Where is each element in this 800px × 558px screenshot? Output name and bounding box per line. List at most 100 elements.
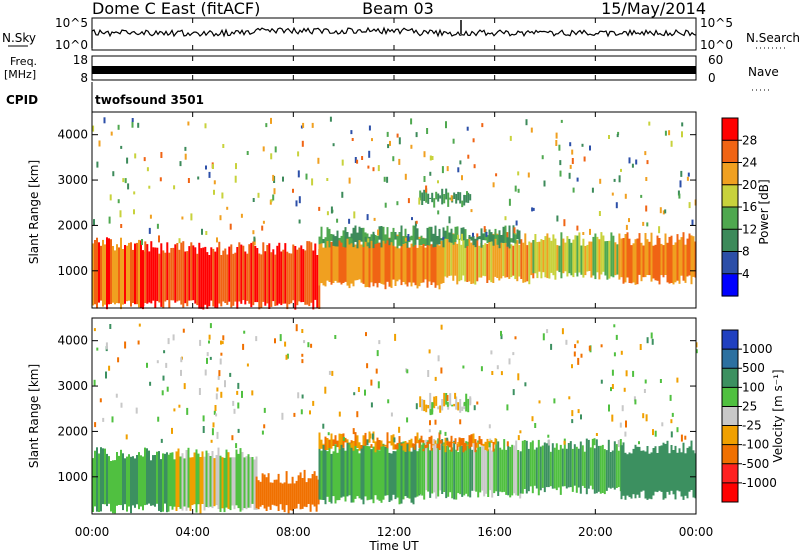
heatmap-speckle bbox=[472, 138, 475, 143]
heatmap-speckle bbox=[625, 370, 628, 377]
heatmap-cell bbox=[573, 444, 576, 486]
heatmap-cell bbox=[199, 457, 202, 514]
heatmap-cell bbox=[295, 480, 298, 509]
heatmap-cell bbox=[584, 245, 587, 276]
heatmap-cell bbox=[502, 226, 505, 243]
heatmap-cell bbox=[650, 452, 653, 500]
heatmap-speckle bbox=[236, 390, 239, 395]
heatmap-speckle bbox=[212, 422, 215, 428]
heatmap-cell bbox=[620, 445, 623, 500]
heatmap-speckle bbox=[461, 233, 463, 241]
heatmap-cell bbox=[571, 448, 574, 492]
heatmap-cell bbox=[542, 240, 545, 273]
heatmap-cell bbox=[324, 237, 327, 248]
heatmap-cell bbox=[332, 439, 335, 446]
heatmap-speckle bbox=[600, 379, 603, 384]
heatmap-cell bbox=[410, 235, 413, 241]
heatmap-cell bbox=[346, 439, 349, 443]
heatmap-cell bbox=[264, 251, 267, 306]
heatmap-cell bbox=[439, 444, 442, 491]
heatmap-speckle bbox=[495, 173, 498, 177]
colorbar-segment bbox=[722, 406, 738, 426]
heatmap-cell bbox=[419, 190, 422, 201]
heatmap-cell bbox=[334, 444, 337, 504]
heatmap-speckle bbox=[650, 332, 653, 339]
heatmap-speckle bbox=[350, 130, 353, 135]
heatmap-cell bbox=[277, 473, 280, 511]
heatmap-speckle bbox=[103, 117, 106, 124]
heatmap-cell bbox=[418, 239, 421, 246]
heatmap-speckle bbox=[179, 161, 182, 167]
heatmap-cell bbox=[370, 449, 373, 500]
heatmap-cell bbox=[298, 247, 301, 302]
heatmap-cell bbox=[234, 252, 237, 302]
heatmap-cell bbox=[318, 236, 321, 245]
heatmap-cell bbox=[594, 233, 597, 280]
heatmap-cell bbox=[315, 475, 318, 512]
heatmap-speckle bbox=[595, 433, 598, 436]
heatmap-cell bbox=[521, 440, 524, 494]
colorbar-tick-label: -500 bbox=[742, 457, 769, 471]
heatmap-cell bbox=[615, 444, 618, 488]
heatmap-speckle bbox=[457, 442, 460, 446]
heatmap-cell bbox=[374, 444, 377, 496]
heatmap-cell bbox=[404, 441, 407, 452]
velocity-colorbar: 1000 500 100 25 -25 -100 -500 -1000 bbox=[721, 329, 777, 503]
heatmap-cell bbox=[384, 446, 387, 496]
heatmap-cell bbox=[148, 251, 151, 303]
heatmap-speckle bbox=[368, 150, 371, 158]
heatmap-cell bbox=[468, 435, 471, 449]
heatmap-cell bbox=[429, 450, 432, 498]
heatmap-cell bbox=[654, 244, 657, 281]
heatmap-speckle bbox=[534, 423, 537, 428]
heatmap-speckle bbox=[300, 409, 303, 415]
heatmap-speckle bbox=[615, 202, 618, 209]
heatmap-cell bbox=[412, 225, 415, 247]
heatmap-cell bbox=[640, 450, 643, 492]
heatmap-cell bbox=[201, 451, 204, 504]
heatmap-speckle bbox=[680, 434, 683, 442]
heatmap-cell bbox=[666, 440, 669, 492]
colorbar-frame bbox=[721, 329, 739, 503]
heatmap-cell bbox=[666, 242, 669, 283]
heatmap-cell bbox=[658, 446, 661, 491]
heatmap-cell bbox=[562, 238, 565, 274]
heatmap-speckle bbox=[303, 340, 306, 344]
heatmap-speckle bbox=[588, 345, 591, 351]
heatmap-speckle bbox=[517, 435, 520, 441]
heatmap-cell bbox=[185, 450, 188, 511]
heatmap-speckle bbox=[514, 185, 517, 192]
colorbar-segment bbox=[722, 368, 738, 388]
heatmap-speckle bbox=[538, 400, 541, 404]
heatmap-speckle bbox=[645, 177, 648, 181]
heatmap-speckle bbox=[220, 391, 223, 398]
heatmap-speckle bbox=[628, 157, 631, 164]
heatmap-speckle bbox=[143, 157, 146, 162]
heatmap-cell bbox=[595, 439, 598, 494]
heatmap-cell bbox=[330, 234, 333, 241]
heatmap-cell bbox=[324, 436, 327, 451]
heatmap-cell bbox=[466, 239, 469, 247]
velocity-y-axis-label: Slant Range [km] bbox=[27, 364, 41, 468]
heatmap-cell bbox=[344, 437, 347, 443]
heatmap-cell bbox=[425, 439, 428, 491]
heatmap-cell bbox=[213, 458, 216, 507]
heatmap-cell bbox=[376, 437, 379, 450]
heatmap-cell bbox=[366, 446, 369, 501]
heatmap-cell bbox=[140, 240, 142, 308]
heatmap-cell bbox=[412, 444, 415, 505]
heatmap-cell bbox=[175, 451, 178, 511]
heatmap-cell bbox=[100, 447, 102, 512]
heatmap-speckle bbox=[208, 334, 211, 340]
heatmap-cell bbox=[684, 244, 687, 283]
heatmap-cell bbox=[430, 244, 433, 285]
heatmap-cell bbox=[424, 247, 427, 280]
heatmap-cell bbox=[539, 446, 542, 491]
heatmap-cell bbox=[678, 239, 681, 284]
heatmap-cell bbox=[467, 192, 470, 203]
heatmap-cell bbox=[336, 230, 339, 247]
heatmap-cell bbox=[150, 241, 153, 304]
heatmap-cell bbox=[480, 243, 483, 278]
heatmap-speckle bbox=[488, 424, 491, 429]
heatmap-cell bbox=[322, 239, 325, 244]
